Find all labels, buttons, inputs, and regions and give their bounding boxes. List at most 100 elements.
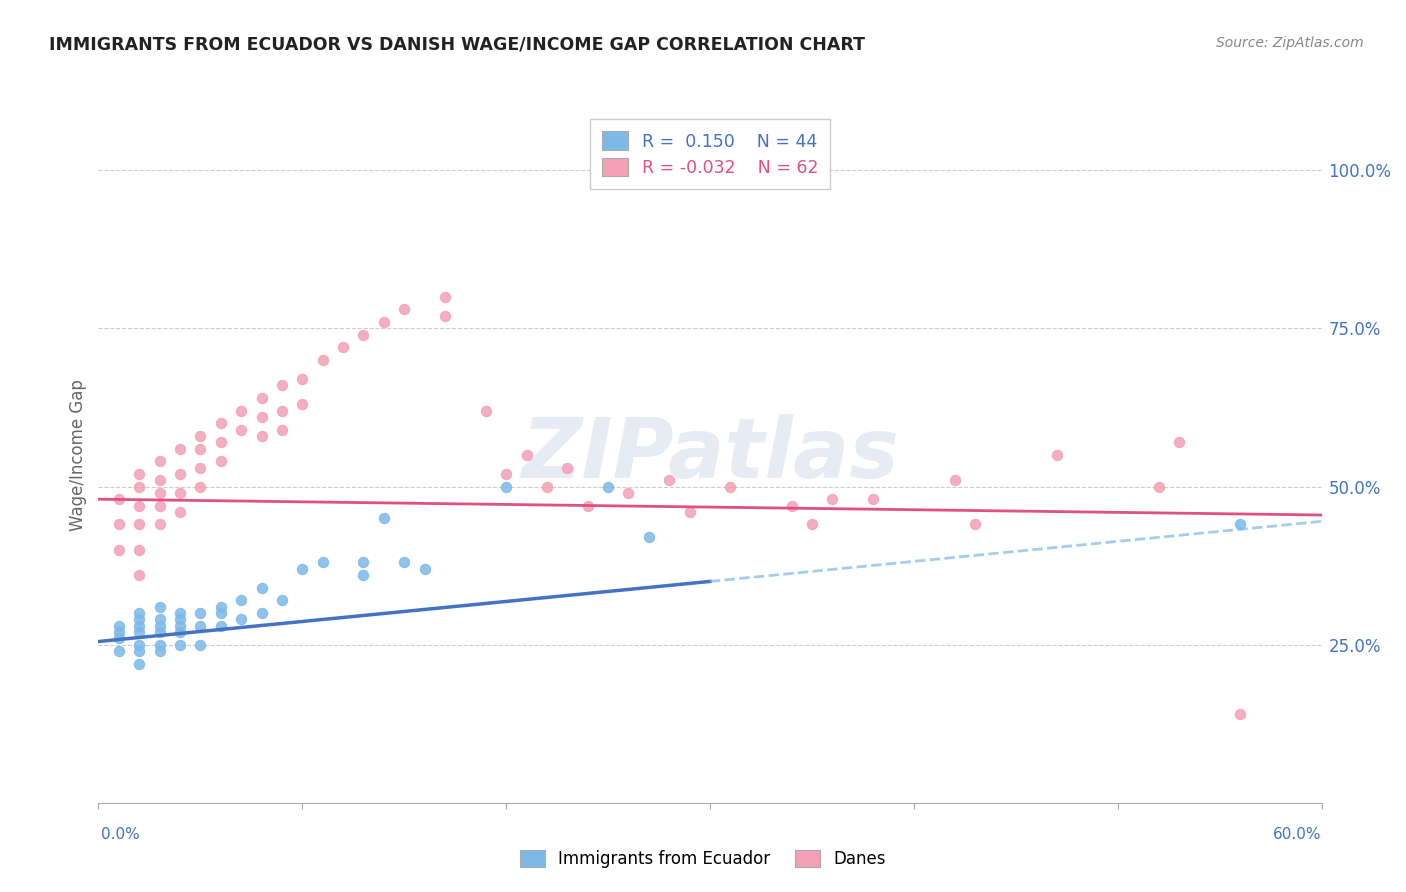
Point	[149, 499, 172, 513]
Point	[149, 517, 172, 532]
Point	[169, 442, 191, 456]
Point	[373, 315, 395, 329]
Y-axis label: Wage/Income Gap: Wage/Income Gap	[69, 379, 87, 531]
Point	[108, 517, 131, 532]
Point	[108, 542, 131, 557]
Point	[1045, 448, 1069, 462]
Point	[108, 632, 131, 646]
Point	[250, 391, 273, 405]
Point	[352, 568, 374, 582]
Point	[943, 473, 966, 487]
Point	[188, 479, 212, 493]
Point	[250, 409, 273, 424]
Point	[108, 618, 131, 632]
Point	[169, 638, 191, 652]
Point	[270, 403, 294, 417]
Point	[495, 479, 517, 493]
Point	[821, 492, 844, 507]
Point	[128, 644, 150, 658]
Point	[231, 423, 253, 437]
Point	[780, 499, 803, 513]
Point	[128, 467, 150, 481]
Point	[250, 606, 273, 620]
Point	[250, 581, 273, 595]
Point	[209, 435, 232, 450]
Point	[149, 644, 172, 658]
Point	[149, 625, 172, 640]
Point	[231, 612, 253, 626]
Point	[638, 530, 661, 544]
Point	[291, 562, 314, 576]
Point	[128, 542, 150, 557]
Point	[231, 403, 253, 417]
Point	[576, 499, 599, 513]
Point	[188, 606, 212, 620]
Point	[557, 460, 579, 475]
Point	[413, 562, 436, 576]
Point	[434, 290, 457, 304]
Point	[474, 403, 498, 417]
Text: ZIPatlas: ZIPatlas	[522, 415, 898, 495]
Point	[169, 618, 191, 632]
Point	[231, 593, 253, 607]
Point	[270, 378, 294, 392]
Point	[188, 429, 212, 443]
Point	[169, 625, 191, 640]
Point	[352, 327, 374, 342]
Point	[392, 556, 416, 570]
Text: 60.0%: 60.0%	[1274, 827, 1322, 841]
Point	[209, 599, 232, 614]
Point	[291, 397, 314, 411]
Point	[128, 657, 150, 671]
Point	[373, 511, 395, 525]
Point	[128, 517, 150, 532]
Point	[149, 454, 172, 468]
Point	[128, 499, 150, 513]
Point	[679, 505, 702, 519]
Legend: Immigrants from Ecuador, Danes: Immigrants from Ecuador, Danes	[513, 843, 893, 875]
Point	[108, 625, 131, 640]
Text: Source: ZipAtlas.com: Source: ZipAtlas.com	[1216, 36, 1364, 50]
Legend: R =  0.150    N = 44, R = -0.032    N = 62: R = 0.150 N = 44, R = -0.032 N = 62	[589, 120, 831, 189]
Point	[434, 309, 457, 323]
Point	[1229, 707, 1251, 722]
Point	[209, 618, 232, 632]
Point	[209, 417, 232, 431]
Point	[965, 517, 987, 532]
Point	[1147, 479, 1170, 493]
Point	[108, 492, 131, 507]
Point	[270, 423, 294, 437]
Point	[188, 442, 212, 456]
Point	[392, 302, 416, 317]
Point	[332, 340, 354, 354]
Point	[169, 467, 191, 481]
Point	[209, 606, 232, 620]
Point	[169, 612, 191, 626]
Point	[128, 625, 150, 640]
Point	[188, 618, 212, 632]
Point	[188, 638, 212, 652]
Text: IMMIGRANTS FROM ECUADOR VS DANISH WAGE/INCOME GAP CORRELATION CHART: IMMIGRANTS FROM ECUADOR VS DANISH WAGE/I…	[49, 36, 865, 54]
Point	[128, 479, 150, 493]
Point	[270, 593, 294, 607]
Point	[169, 486, 191, 500]
Point	[149, 618, 172, 632]
Point	[617, 486, 640, 500]
Point	[862, 492, 884, 507]
Point	[1229, 517, 1251, 532]
Point	[801, 517, 824, 532]
Point	[352, 556, 374, 570]
Point	[108, 644, 131, 658]
Point	[536, 479, 558, 493]
Point	[128, 638, 150, 652]
Point	[720, 479, 742, 493]
Point	[598, 479, 620, 493]
Point	[188, 460, 212, 475]
Point	[149, 599, 172, 614]
Point	[250, 429, 273, 443]
Point	[128, 606, 150, 620]
Point	[149, 612, 172, 626]
Point	[312, 353, 335, 368]
Point	[209, 454, 232, 468]
Point	[495, 467, 517, 481]
